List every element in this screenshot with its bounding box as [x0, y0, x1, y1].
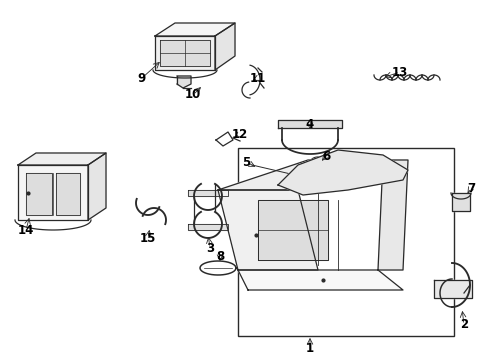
Polygon shape [433, 280, 471, 298]
Polygon shape [278, 150, 407, 195]
Polygon shape [218, 190, 317, 270]
Polygon shape [26, 173, 52, 215]
Polygon shape [177, 76, 191, 88]
Text: 8: 8 [215, 249, 224, 262]
Polygon shape [278, 120, 341, 128]
Text: 14: 14 [18, 224, 34, 237]
Text: 2: 2 [459, 319, 467, 332]
Text: 9: 9 [138, 72, 146, 85]
Polygon shape [155, 36, 215, 70]
Bar [238, 148, 453, 336]
Text: 3: 3 [205, 242, 214, 255]
Polygon shape [218, 160, 382, 190]
Polygon shape [160, 40, 209, 66]
Text: 5: 5 [242, 156, 250, 168]
Polygon shape [215, 23, 235, 70]
Text: 10: 10 [184, 89, 201, 102]
Polygon shape [88, 153, 106, 220]
Text: 15: 15 [140, 231, 156, 244]
Text: 11: 11 [249, 72, 265, 85]
Polygon shape [258, 200, 327, 260]
Text: 1: 1 [305, 342, 313, 355]
Polygon shape [56, 173, 80, 215]
Text: 6: 6 [321, 149, 329, 162]
Text: 12: 12 [231, 127, 247, 140]
Polygon shape [451, 193, 469, 211]
Polygon shape [18, 153, 106, 165]
Polygon shape [18, 165, 88, 220]
Text: 4: 4 [305, 118, 313, 131]
Text: 13: 13 [391, 66, 407, 78]
Text: 7: 7 [466, 181, 474, 194]
Polygon shape [155, 23, 235, 36]
Polygon shape [187, 190, 227, 196]
Polygon shape [238, 270, 402, 290]
Polygon shape [377, 160, 407, 270]
Polygon shape [187, 224, 227, 230]
